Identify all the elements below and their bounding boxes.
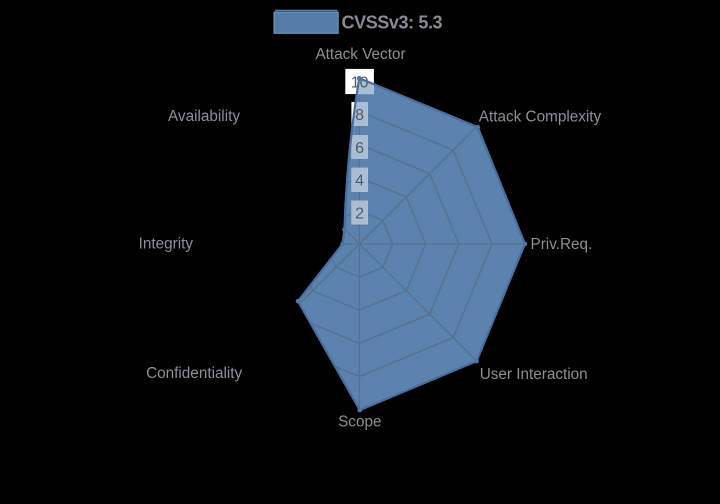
svg-text:CVSSv3: 5.3: CVSSv3: 5.3 xyxy=(342,13,443,33)
svg-text:4: 4 xyxy=(355,173,364,190)
svg-text:Priv.Req.: Priv.Req. xyxy=(531,236,593,253)
svg-text:Scope: Scope xyxy=(338,413,381,430)
svg-text:6: 6 xyxy=(355,140,364,157)
svg-text:2: 2 xyxy=(355,205,364,222)
svg-text:Confidentiality: Confidentiality xyxy=(146,365,242,382)
svg-text:User Interaction: User Interaction xyxy=(480,366,588,383)
svg-text:Attack Complexity: Attack Complexity xyxy=(479,108,602,125)
svg-text:Availability: Availability xyxy=(168,108,240,125)
svg-text:Attack Vector: Attack Vector xyxy=(315,46,405,63)
svg-text:10: 10 xyxy=(351,74,369,91)
svg-text:Integrity: Integrity xyxy=(139,235,194,252)
svg-text:8: 8 xyxy=(355,107,364,124)
